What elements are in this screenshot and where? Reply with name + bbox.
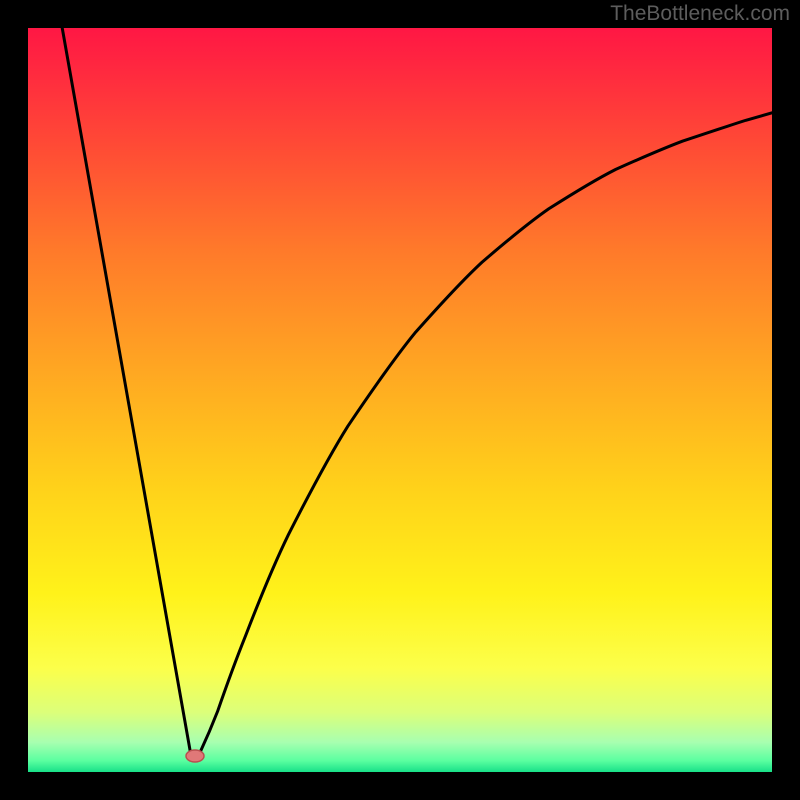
vertex-marker-shape xyxy=(186,750,204,762)
watermark-text: TheBottleneck.com xyxy=(610,2,790,26)
vertex-marker xyxy=(184,748,206,764)
bottleneck-curve xyxy=(28,28,772,772)
chart-frame: TheBottleneck.com xyxy=(0,0,800,800)
plot-area xyxy=(28,28,772,772)
curve-path xyxy=(62,28,772,757)
